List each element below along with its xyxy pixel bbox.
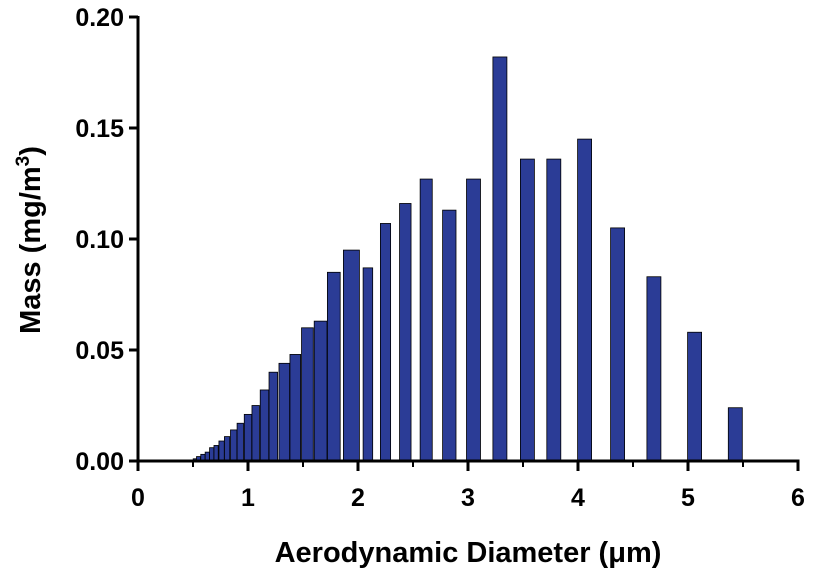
bar <box>342 249 360 462</box>
bar <box>419 178 433 462</box>
bar <box>610 227 625 462</box>
x-tick-label: 2 <box>351 484 365 512</box>
x-tick-label: 4 <box>571 484 585 512</box>
bar <box>466 178 481 462</box>
bar <box>379 223 392 462</box>
x-tick-label: 1 <box>241 484 255 512</box>
y-axis-title-main: Mass (mg/m <box>15 166 47 334</box>
bar <box>362 267 374 462</box>
y-tick-label: 0.10 <box>75 226 124 254</box>
bar <box>209 447 215 462</box>
bar <box>727 407 743 462</box>
bars-group <box>192 56 743 462</box>
x-tick-label: 0 <box>131 484 145 512</box>
bar <box>289 354 302 462</box>
bar <box>259 389 270 462</box>
bar <box>224 436 231 462</box>
bar <box>687 331 702 462</box>
bar <box>213 445 219 462</box>
axes-group <box>129 15 800 471</box>
bar <box>577 138 592 462</box>
bar <box>546 158 562 462</box>
y-tick-label: 0.15 <box>75 115 124 143</box>
bar <box>326 271 341 462</box>
y-tick-label: 0.00 <box>75 448 124 476</box>
bar <box>218 440 225 462</box>
bar <box>278 362 291 462</box>
bar <box>301 327 314 462</box>
bar <box>243 413 253 462</box>
bar <box>268 371 278 462</box>
x-tick-label: 3 <box>461 484 475 512</box>
bar <box>646 276 662 462</box>
y-tick-label: 0.05 <box>75 337 124 365</box>
x-axis-title: Aerodynamic Diameter (μm) <box>275 537 662 569</box>
bar <box>313 320 328 462</box>
x-tick-label: 6 <box>791 484 805 512</box>
bar <box>251 405 260 462</box>
y-axis-title-close: ) <box>15 146 47 156</box>
bar <box>520 158 535 462</box>
bar <box>230 429 238 462</box>
bar <box>492 56 508 462</box>
y-axis-title: Mass (mg/m3) <box>13 146 47 334</box>
bar <box>399 203 412 462</box>
y-tick-label: 0.20 <box>75 4 124 32</box>
x-tick-label: 5 <box>681 484 695 512</box>
bar <box>236 422 244 462</box>
bar <box>442 209 457 462</box>
y-axis-title-superscript: 3 <box>13 156 34 167</box>
tick-labels-group: 0.00 0.05 0.10 0.15 0.20 0 1 2 3 4 5 6 <box>75 4 805 512</box>
